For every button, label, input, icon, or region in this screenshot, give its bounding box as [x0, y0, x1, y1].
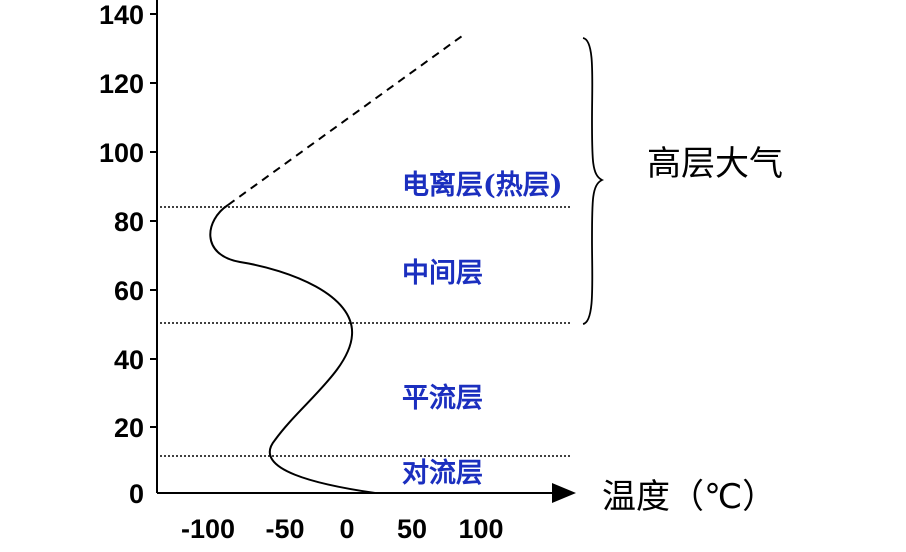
- stratosphere-label: 平流层: [402, 383, 483, 414]
- temperature-curve: [209, 204, 376, 494]
- y-tick-label: 100: [99, 138, 144, 168]
- thermosphere-dashed-line: [227, 35, 463, 206]
- x-axis-label: 温度（℃）: [602, 477, 776, 517]
- y-tick-label: 80: [114, 207, 144, 237]
- x-tick-label: 100: [458, 514, 503, 544]
- y-tick-label: 140: [99, 0, 144, 30]
- x-tick-label: -50: [265, 514, 304, 544]
- y-tick-label: 120: [99, 69, 144, 99]
- y-tick-labels: 140 120 100 80 60 40 20 0: [99, 0, 144, 509]
- y-tick-label: 40: [114, 345, 144, 375]
- x-tick-label: -100: [181, 514, 235, 544]
- y-tick-marks: [150, 13, 157, 428]
- y-tick-label: 60: [114, 276, 144, 306]
- y-tick-label: 0: [129, 479, 144, 509]
- thermosphere-label: 电离层(热层): [402, 169, 563, 201]
- layer-boundaries: [160, 206, 570, 457]
- x-tick-labels: -100 -50 0 50 100: [181, 514, 504, 544]
- x-tick-label: 50: [397, 514, 427, 544]
- x-tick-label: 0: [339, 514, 354, 544]
- curly-brace: [582, 37, 605, 325]
- upper-atmosphere-label: 高层大气: [647, 144, 783, 184]
- troposphere-label: 对流层: [402, 458, 483, 489]
- mesosphere-label: 中间层: [402, 258, 483, 289]
- y-tick-label: 20: [114, 413, 144, 443]
